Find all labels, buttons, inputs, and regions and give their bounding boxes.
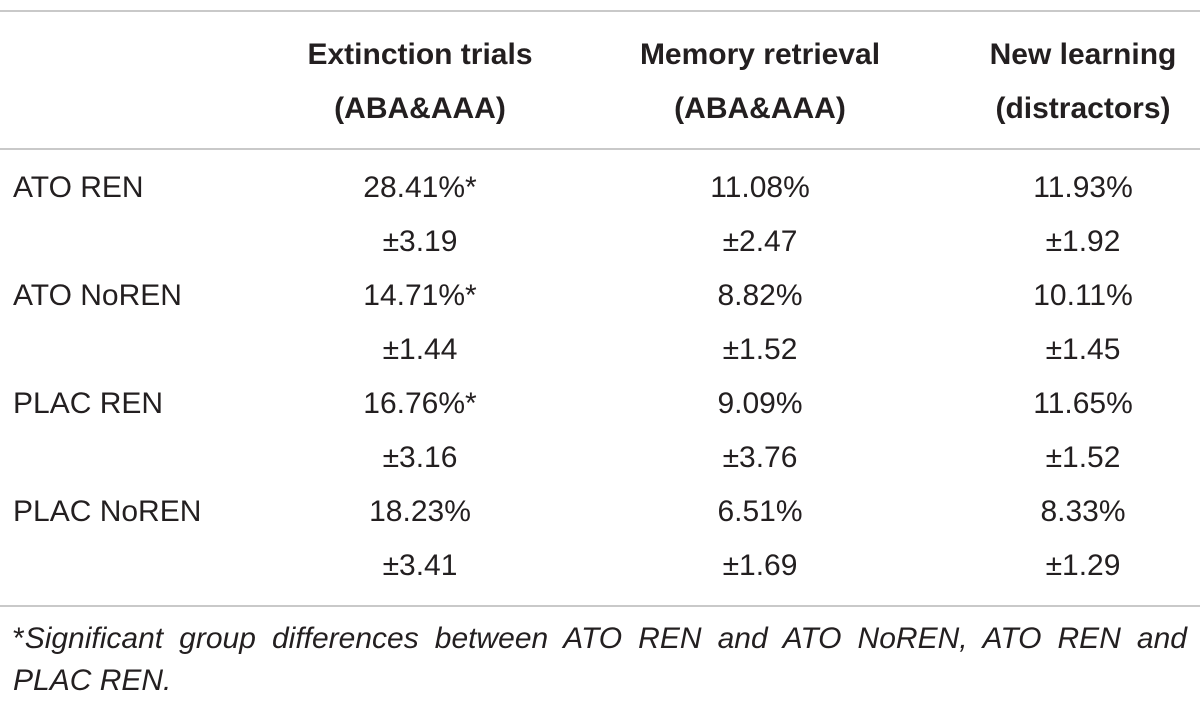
row-label: ATO NoREN (13, 279, 182, 312)
table-cell: ±3.16 (382, 441, 458, 474)
row-label: ATO REN (13, 171, 144, 204)
table-cell: 16.76%* (363, 387, 477, 420)
table-cell: 8.82% (717, 279, 803, 312)
table-cell: 28.41%* (363, 171, 477, 204)
top-rule (0, 10, 1200, 12)
table-cell: ±1.69 (722, 549, 798, 582)
header-extinction-trials: Extinction trials (ABA&AAA) (282, 28, 558, 136)
row-label: PLAC NoREN (13, 495, 202, 528)
table-cell: 14.71%* (363, 279, 477, 312)
table-cell: 6.51% (717, 495, 803, 528)
header-memory-retrieval: Memory retrieval (ABA&AAA) (612, 28, 908, 136)
table-cell: 9.09% (717, 387, 803, 420)
header-line: New learning (989, 38, 1177, 71)
header-new-learning: New learning (distractors) (966, 28, 1200, 136)
table-cell: ±1.52 (722, 333, 798, 366)
row-label: PLAC REN (13, 387, 164, 420)
table-cell: 8.33% (1040, 495, 1126, 528)
table-cell: ±1.52 (1045, 441, 1121, 474)
table-cell: 11.93% (1033, 171, 1133, 204)
header-line: (ABA&AAA) (334, 92, 506, 125)
table-cell: 11.65% (1033, 387, 1133, 420)
table-cell: 10.11% (1033, 279, 1133, 312)
header-line: Extinction trials (307, 38, 533, 71)
table-cell: ±3.19 (382, 225, 458, 258)
table-cell: ±1.45 (1045, 333, 1121, 366)
table-cell: ±3.76 (722, 441, 798, 474)
bottom-rule (0, 605, 1200, 607)
table-cell: ±1.44 (382, 333, 458, 366)
table-cell: 11.08% (710, 171, 810, 204)
table-cell: ±3.41 (382, 549, 458, 582)
header-line: (distractors) (995, 92, 1171, 125)
table-cell: ±1.29 (1045, 549, 1121, 582)
table-cell: 18.23% (369, 495, 471, 528)
footnote-mark: * (13, 622, 25, 655)
table-cell: ±1.92 (1045, 225, 1121, 258)
header-rule (0, 148, 1200, 150)
header-line: Memory retrieval (639, 38, 881, 71)
footnote-text: Significant group differences between AT… (13, 622, 1187, 697)
header-line: (ABA&AAA) (674, 92, 846, 125)
table-cell: ±2.47 (722, 225, 798, 258)
table-footnote: *Significant group differences between A… (13, 618, 1187, 702)
